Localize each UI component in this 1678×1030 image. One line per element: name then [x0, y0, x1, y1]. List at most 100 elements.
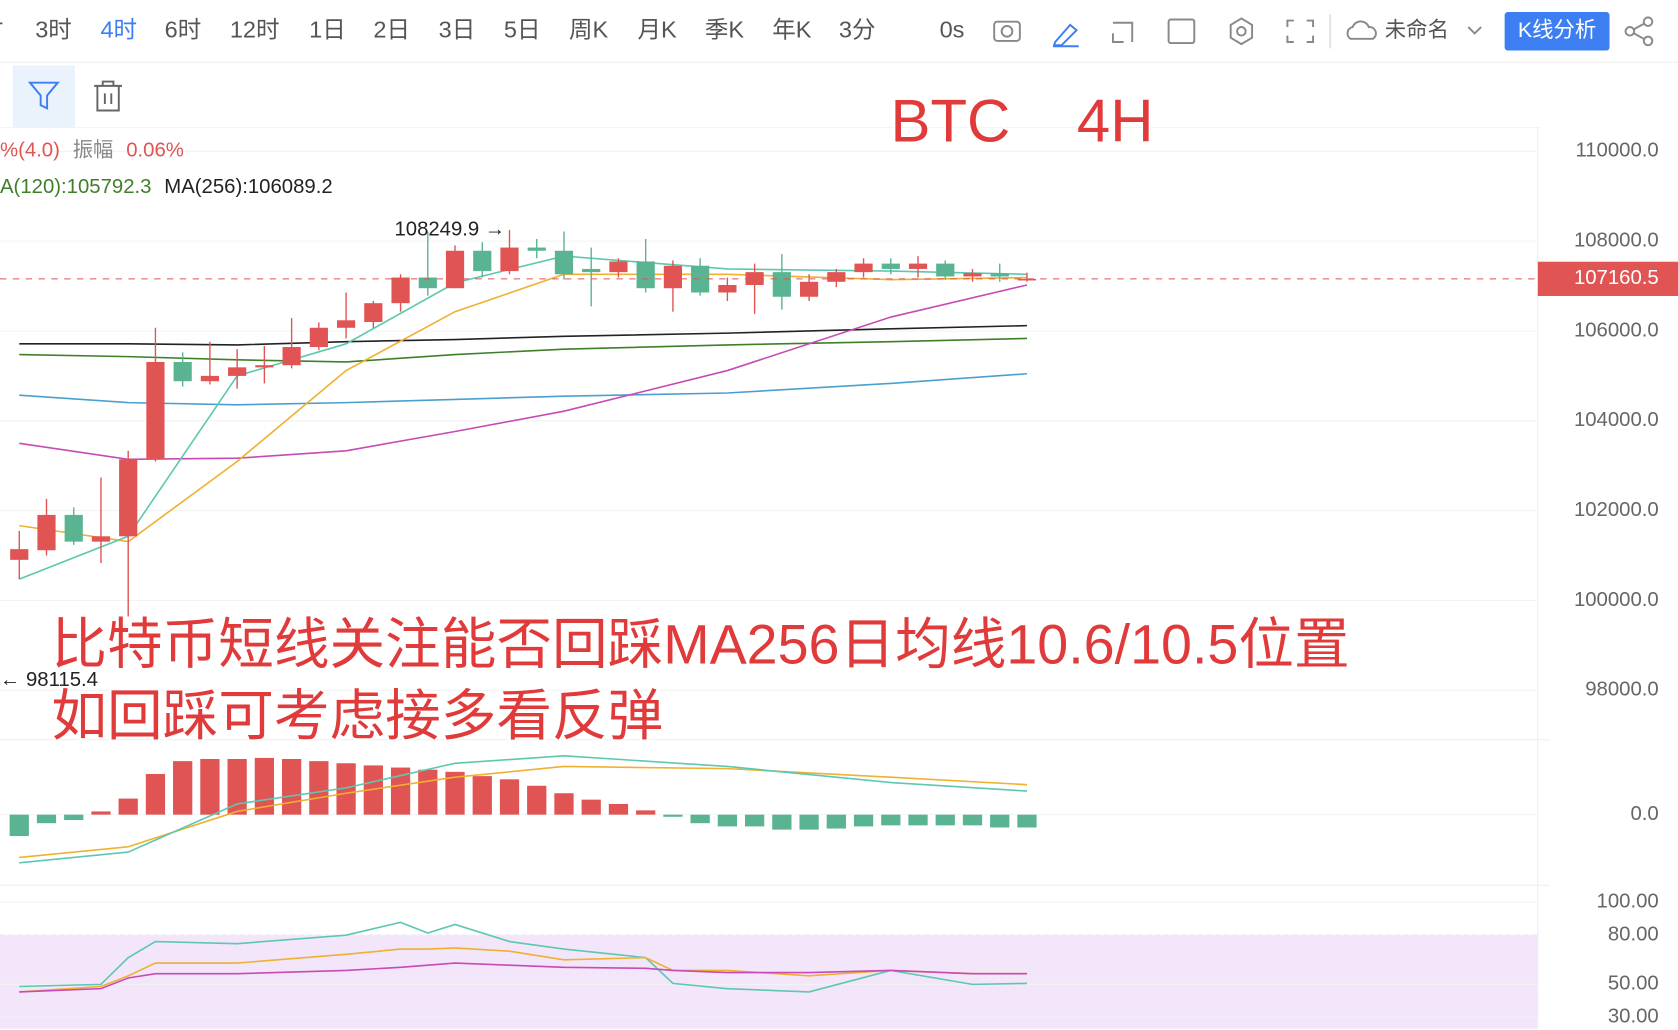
- timeframe-tab[interactable]: 1日: [309, 17, 346, 43]
- indicator-line: [19, 962, 1027, 993]
- timeframe-tab[interactable]: 6时: [165, 17, 202, 43]
- toolbar-icons: [993, 14, 1654, 49]
- timeframe-tab[interactable]: 时: [0, 17, 3, 43]
- indicator-line: [19, 765, 1028, 859]
- candle-body: [309, 327, 328, 348]
- macd-bar: [145, 773, 166, 815]
- candle-body: [64, 514, 83, 542]
- analysis-label: K线分析: [1518, 18, 1596, 42]
- indicator-line: [19, 337, 1027, 363]
- candle-body: [228, 367, 247, 376]
- macd-bar: [445, 771, 465, 815]
- macd-bar: [990, 814, 1010, 828]
- candle-body: [799, 281, 819, 297]
- annotation: 如回踩可考虑接多看反弹: [51, 685, 663, 747]
- filter-button[interactable]: [12, 65, 75, 128]
- timeframe-tab[interactable]: 2日: [373, 17, 410, 43]
- candle-body: [854, 263, 873, 273]
- annotation: 比特币短线关注能否回踩MA256日均线10.6/10.5位置: [51, 613, 1349, 675]
- indicator-line: [19, 921, 1027, 993]
- candle-body: [990, 273, 1009, 277]
- macd-bar: [118, 798, 138, 815]
- settings-icon[interactable]: [1229, 17, 1254, 46]
- filter-icon: [27, 81, 60, 110]
- macd-bar: [554, 793, 574, 815]
- candle-body: [173, 361, 192, 382]
- macd-bar: [390, 767, 411, 815]
- macd-bar: [908, 814, 928, 826]
- timeframe-tab[interactable]: 3时: [35, 17, 72, 43]
- y-tick-label: 110000.0: [1575, 140, 1658, 162]
- danmaku-icon[interactable]: [1167, 18, 1196, 45]
- macd-bar: [935, 814, 955, 826]
- candle-body: [554, 250, 574, 275]
- macd-bar: [36, 814, 57, 824]
- candle-body: [364, 303, 383, 322]
- candle-body: [500, 247, 519, 272]
- candle-body: [37, 514, 56, 551]
- timeframe-tab[interactable]: 5日: [504, 17, 541, 43]
- y-tick-label: 108000.0: [1574, 230, 1659, 252]
- low-label: ← 98115.4: [0, 669, 98, 691]
- candle-body: [908, 263, 928, 269]
- candle-body: [336, 320, 356, 328]
- info-text: 0.06%: [126, 140, 184, 162]
- y-tick-label: 80.00: [1608, 924, 1659, 946]
- candle-body: [582, 268, 601, 273]
- candle-body: [282, 347, 301, 366]
- candle-body: [636, 261, 655, 289]
- camera-lens: [1000, 24, 1014, 38]
- timeframe-tab[interactable]: 4时: [100, 17, 137, 43]
- share-dot: [1624, 26, 1636, 37]
- pen-icon[interactable]: [1052, 23, 1079, 48]
- indicator-line: [19, 754, 1028, 864]
- y-tick-label: 30.00: [1608, 1006, 1659, 1028]
- candle-body: [10, 549, 29, 560]
- macd-bar: [690, 814, 710, 824]
- timer: 0s: [940, 17, 965, 43]
- candle-body: [745, 272, 764, 285]
- chevron[interactable]: [1467, 26, 1482, 35]
- candle-body: [963, 273, 982, 277]
- info-text: A(120):105792.3: [0, 176, 151, 198]
- settings-center: [1236, 26, 1247, 37]
- analysis-button[interactable]: [1504, 12, 1610, 51]
- y-tick-label: 50.00: [1608, 973, 1659, 995]
- timeframe-tab[interactable]: 月K: [637, 17, 677, 43]
- chart-title: BTC 4H: [891, 87, 1154, 154]
- info-text: %(4.0): [0, 140, 60, 162]
- timeframe-tab[interactable]: 3分: [839, 17, 876, 43]
- share-dot: [1642, 16, 1654, 27]
- macd-bar: [281, 758, 302, 815]
- macd-bar: [91, 811, 111, 815]
- candle-body: [418, 277, 437, 289]
- timeframe-tab[interactable]: 3日: [439, 17, 476, 43]
- workspace-name[interactable]: 未命名: [1385, 18, 1449, 42]
- camera-icon[interactable]: [993, 20, 1021, 42]
- timeframe-tab[interactable]: 季K: [705, 17, 745, 43]
- draw-icon[interactable]: [1111, 21, 1134, 43]
- macd-bar: [744, 814, 765, 827]
- macd-bar: [527, 785, 547, 815]
- macd-bar: [881, 814, 901, 826]
- macd-bar: [663, 814, 683, 817]
- macd-bar: [200, 758, 220, 815]
- candle-body: [119, 459, 138, 537]
- fullscreen-icon[interactable]: [1286, 19, 1315, 43]
- trash-icon[interactable]: [94, 80, 122, 112]
- cloud-icon: [1346, 20, 1377, 40]
- macd-bar: [772, 814, 792, 830]
- share-icon[interactable]: [1633, 22, 1645, 40]
- last-price-box: [1537, 261, 1678, 296]
- macd-bar: [173, 761, 193, 815]
- macd-bar: [499, 779, 520, 815]
- timeframe-tab[interactable]: 年K: [772, 17, 812, 43]
- high-label: 108249.9 →: [394, 218, 505, 240]
- timeframe-tab[interactable]: 12时: [230, 17, 280, 43]
- candle-body: [146, 361, 165, 460]
- timeframe-tab[interactable]: 周K: [569, 17, 609, 43]
- candle-body: [718, 284, 737, 293]
- candle-body: [609, 261, 628, 273]
- macd-bar: [309, 761, 329, 815]
